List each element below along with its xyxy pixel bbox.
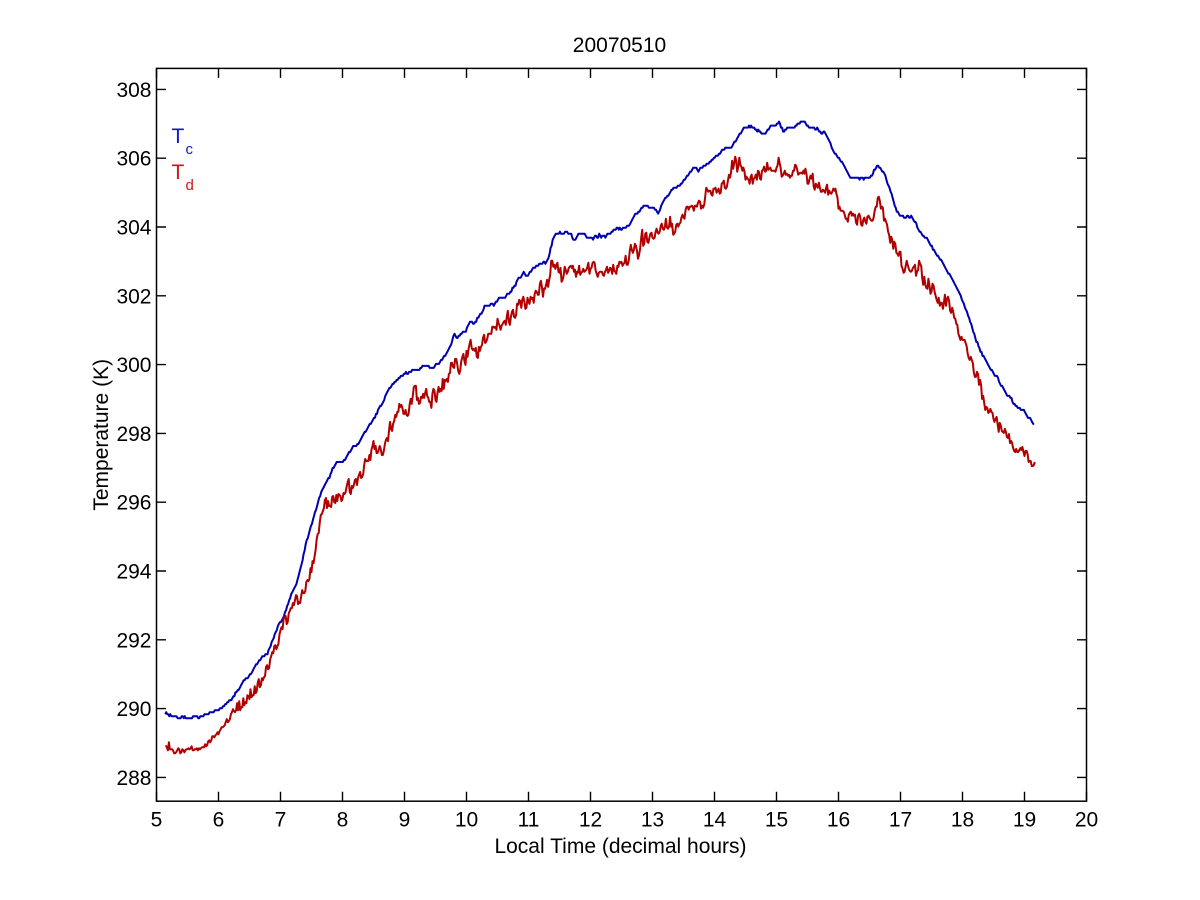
svg-text:c: c [186, 141, 194, 158]
svg-text:296: 296 [116, 492, 151, 515]
svg-text:7: 7 [275, 809, 287, 832]
svg-text:13: 13 [641, 809, 664, 832]
svg-text:Local Time (decimal hours): Local Time (decimal hours) [494, 835, 746, 858]
svg-text:T: T [172, 161, 185, 184]
svg-text:15: 15 [765, 809, 788, 832]
svg-text:20070510: 20070510 [573, 34, 666, 57]
svg-text:20: 20 [1075, 809, 1098, 832]
svg-text:6: 6 [213, 809, 225, 832]
svg-text:17: 17 [889, 809, 912, 832]
svg-text:300: 300 [116, 354, 151, 377]
svg-text:5: 5 [151, 809, 163, 832]
svg-text:294: 294 [116, 561, 151, 584]
svg-text:304: 304 [116, 217, 151, 240]
svg-text:12: 12 [579, 809, 602, 832]
svg-text:11: 11 [518, 809, 540, 832]
svg-text:288: 288 [116, 767, 151, 790]
svg-text:8: 8 [337, 809, 349, 832]
svg-text:9: 9 [399, 809, 411, 832]
svg-text:18: 18 [951, 809, 974, 832]
svg-text:d: d [186, 177, 194, 194]
svg-text:290: 290 [116, 698, 151, 721]
svg-text:16: 16 [827, 809, 850, 832]
svg-text:302: 302 [116, 285, 151, 308]
svg-text:298: 298 [116, 423, 151, 446]
svg-text:Temperature (K): Temperature (K) [90, 359, 113, 511]
svg-text:14: 14 [703, 809, 727, 832]
svg-text:306: 306 [116, 148, 151, 171]
svg-text:19: 19 [1013, 809, 1036, 832]
svg-text:10: 10 [455, 809, 478, 832]
svg-text:308: 308 [116, 79, 151, 102]
svg-text:T: T [172, 125, 185, 148]
svg-text:292: 292 [116, 629, 151, 652]
